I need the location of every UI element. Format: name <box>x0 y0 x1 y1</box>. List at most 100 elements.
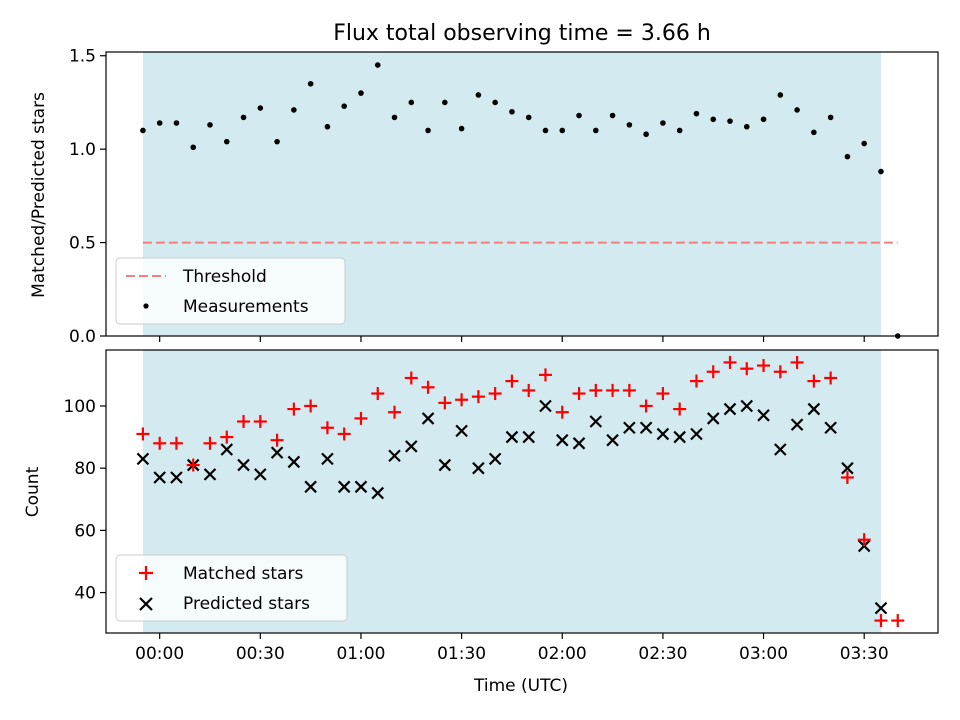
predicted-star-point <box>723 402 737 416</box>
matched-star-point <box>153 436 167 450</box>
matched-star-point <box>790 355 804 369</box>
measurement-point <box>442 99 448 106</box>
legend-box <box>115 257 346 325</box>
matched-star-point <box>136 427 150 441</box>
measurement-point <box>358 90 364 96</box>
x-tick-label: 01:00 <box>336 644 385 664</box>
predicted-star-point <box>774 443 787 456</box>
matched-star-point <box>589 383 603 397</box>
measurement-point <box>173 120 180 126</box>
top-y-tick-label: 0.5 <box>69 234 96 254</box>
measurement-point <box>542 127 549 134</box>
measurement-point <box>425 127 431 134</box>
predicted-star-point <box>505 430 519 444</box>
matched-star-point <box>505 374 519 388</box>
measurement-point <box>760 116 767 123</box>
matched-star-point <box>723 355 737 369</box>
bottom-panel: 40 60 80 100 00:00 00:30 01:00 01:30 02:00 02:30 0… <box>23 349 939 696</box>
measurement-point <box>156 120 163 126</box>
legend-predicted-swatch <box>139 597 153 611</box>
measurement-point <box>307 80 314 87</box>
count-points <box>136 355 905 628</box>
bottom-plot-frame <box>105 349 939 634</box>
measurement-point <box>576 112 582 119</box>
predicted-star-point <box>874 601 888 615</box>
matched-star-point <box>773 365 787 379</box>
x-tick-label: 01:30 <box>437 644 486 664</box>
predicted-star-point <box>203 468 217 481</box>
matched-star-point <box>522 383 536 397</box>
bottom-y-tick-label: 80 <box>74 459 96 479</box>
predicted-star-point <box>841 461 854 475</box>
top-panel: 0.0 0.5 1.0 1.5 Matched/Predicted stars Thr… <box>29 47 939 347</box>
matched-star-point <box>371 387 385 401</box>
bottom-legend: Matched stars Predicted stars <box>115 554 348 622</box>
matched-star-point <box>304 399 318 413</box>
matched-star-point <box>186 458 200 472</box>
matched-star-point <box>471 390 485 404</box>
predicted-star-point <box>455 424 468 438</box>
measurement-point <box>609 112 616 119</box>
measurement-point <box>643 131 649 138</box>
predicted-star-point <box>170 471 183 484</box>
measurement-point <box>777 92 784 98</box>
legend-measurements-swatch <box>143 303 149 309</box>
top-y-tick-label: 1.5 <box>69 47 96 67</box>
matched-star-point <box>639 399 653 413</box>
matched-star-point <box>538 368 552 382</box>
predicted-star-point <box>690 427 703 441</box>
legend-threshold-label: Threshold <box>182 267 267 287</box>
measurement-point <box>190 144 197 151</box>
measurement-point <box>676 127 683 134</box>
predicted-star-point <box>555 433 569 447</box>
measurement-point <box>207 122 213 128</box>
top-y-axis-label: Matched/Predicted stars <box>29 92 49 298</box>
measurement-point <box>593 127 599 134</box>
predicted-star-point <box>656 427 670 441</box>
predicted-star-point <box>421 412 435 425</box>
matched-star-point <box>220 430 234 444</box>
matched-star-point <box>421 380 435 394</box>
matched-star-point <box>287 402 301 416</box>
top-plot-frame <box>105 51 939 337</box>
measurement-point <box>861 140 867 147</box>
legend-matched-swatch <box>139 566 153 580</box>
measurement-point <box>140 127 146 134</box>
predicted-star-point <box>639 421 653 435</box>
measurement-point <box>844 153 851 160</box>
matched-star-point <box>606 383 620 397</box>
measurement-point <box>727 118 733 124</box>
x-tick-label: 03:00 <box>739 644 788 664</box>
matched-star-point <box>572 387 586 401</box>
predicted-star-point <box>824 421 837 435</box>
predicted-star-point <box>807 402 821 416</box>
matched-star-point <box>203 436 217 450</box>
matched-star-point <box>253 415 267 429</box>
top-axis-ticks: 0.0 0.5 1.0 1.5 <box>69 47 865 347</box>
legend-measurements-label: Measurements <box>183 297 309 317</box>
predicted-star-point <box>371 486 385 500</box>
predicted-star-point <box>757 409 770 422</box>
x-tick-label: 03:30 <box>840 644 889 664</box>
bottom-y-tick-label: 100 <box>64 397 96 417</box>
matched-star-point <box>438 396 452 410</box>
matched-star-point <box>169 436 183 450</box>
measurement-point <box>274 138 280 145</box>
measurement-point <box>525 114 532 121</box>
top-legend: Threshold Measurements <box>115 257 346 325</box>
measurement-point <box>391 114 398 121</box>
matched-star-point <box>404 371 418 385</box>
predicted-star-point <box>572 437 586 450</box>
predicted-star-point <box>740 399 754 413</box>
predicted-star-point <box>673 430 686 444</box>
predicted-star-point <box>522 430 535 444</box>
predicted-star-point <box>488 452 502 466</box>
matched-star-point <box>555 405 569 419</box>
predicted-star-point <box>589 415 603 428</box>
matched-star-point <box>840 471 854 485</box>
measurement-point <box>743 123 750 130</box>
matched-star-point <box>706 365 720 379</box>
predicted-star-point <box>237 458 250 472</box>
matched-star-point <box>757 359 771 373</box>
